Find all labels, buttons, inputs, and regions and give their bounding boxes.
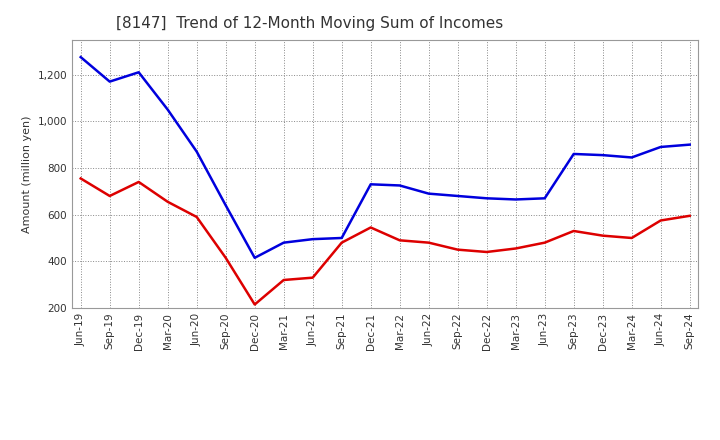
Ordinary Income <box>338 235 346 241</box>
Net Income <box>366 225 375 230</box>
Ordinary Income <box>279 240 288 245</box>
Ordinary Income <box>511 197 520 202</box>
Ordinary Income <box>570 151 578 157</box>
Ordinary Income <box>366 182 375 187</box>
Ordinary Income <box>221 203 230 208</box>
Net Income <box>454 247 462 252</box>
Net Income <box>570 228 578 234</box>
Net Income <box>105 193 114 198</box>
Net Income <box>395 238 404 243</box>
Net Income <box>511 246 520 251</box>
Ordinary Income <box>685 142 694 147</box>
Ordinary Income <box>135 70 143 75</box>
Ordinary Income <box>76 55 85 60</box>
Text: [8147]  Trend of 12-Month Moving Sum of Incomes: [8147] Trend of 12-Month Moving Sum of I… <box>116 16 503 32</box>
Ordinary Income <box>192 149 201 154</box>
Y-axis label: Amount (million yen): Amount (million yen) <box>22 115 32 233</box>
Net Income <box>685 213 694 218</box>
Net Income <box>338 240 346 245</box>
Line: Ordinary Income: Ordinary Income <box>81 57 690 258</box>
Net Income <box>657 218 665 223</box>
Ordinary Income <box>482 196 491 201</box>
Net Income <box>251 302 259 307</box>
Ordinary Income <box>627 155 636 160</box>
Ordinary Income <box>308 237 317 242</box>
Ordinary Income <box>657 144 665 150</box>
Ordinary Income <box>541 196 549 201</box>
Net Income <box>308 275 317 280</box>
Net Income <box>598 233 607 238</box>
Net Income <box>76 176 85 181</box>
Net Income <box>627 235 636 241</box>
Net Income <box>482 249 491 255</box>
Ordinary Income <box>424 191 433 196</box>
Line: Net Income: Net Income <box>81 179 690 304</box>
Ordinary Income <box>395 183 404 188</box>
Net Income <box>279 277 288 282</box>
Ordinary Income <box>598 153 607 158</box>
Ordinary Income <box>105 79 114 84</box>
Net Income <box>135 180 143 185</box>
Net Income <box>541 240 549 245</box>
Net Income <box>221 255 230 260</box>
Net Income <box>163 199 172 205</box>
Ordinary Income <box>454 193 462 198</box>
Ordinary Income <box>163 107 172 112</box>
Ordinary Income <box>251 255 259 260</box>
Net Income <box>192 214 201 220</box>
Net Income <box>424 240 433 245</box>
